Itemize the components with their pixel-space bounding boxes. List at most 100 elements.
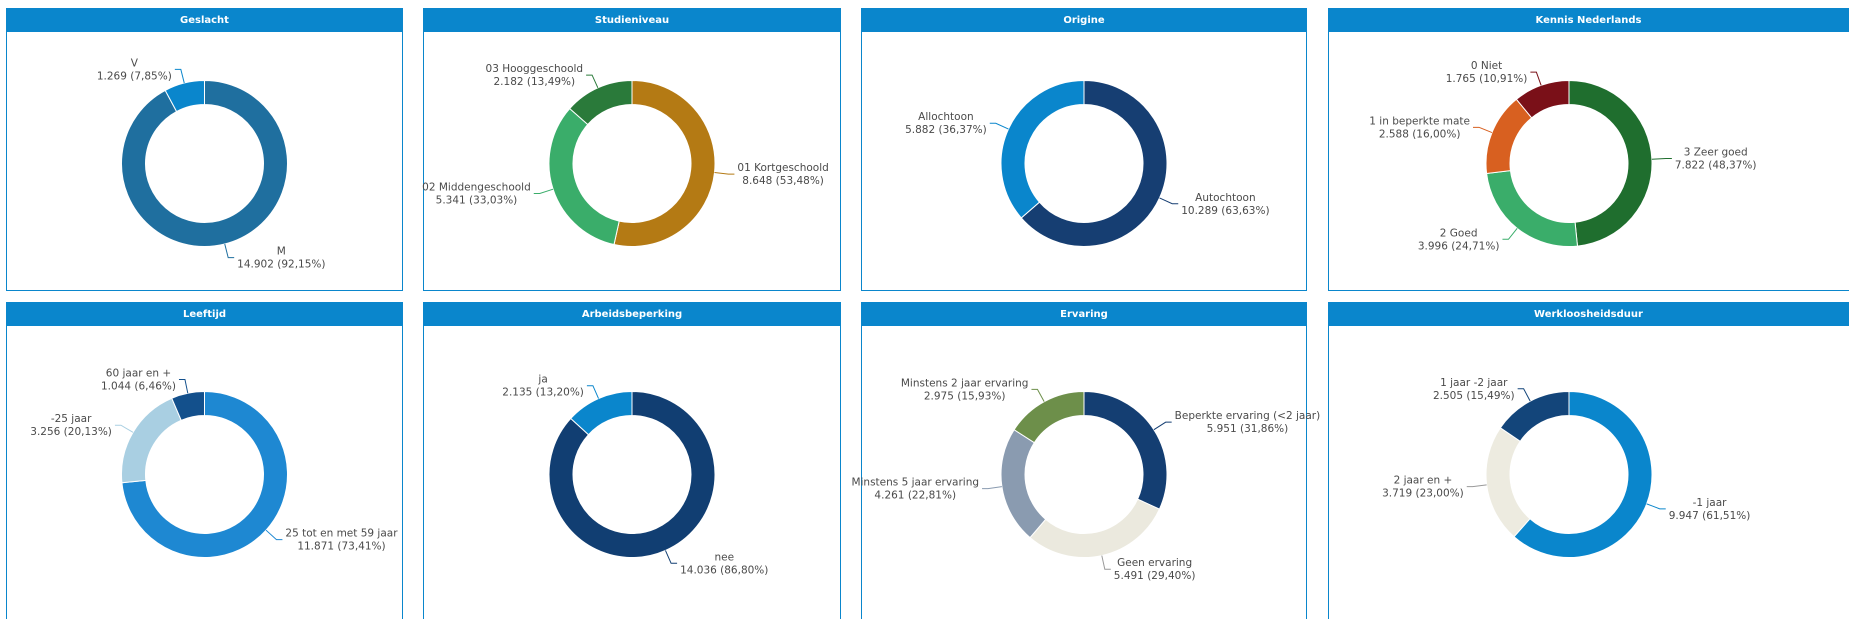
- slice-label: Allochtoon: [918, 111, 974, 123]
- slice-value-label: 9.947 (61,51%): [1669, 510, 1751, 522]
- slice-label: 03 Hooggeschoold: [486, 63, 584, 75]
- donut-slice: [121, 390, 288, 558]
- leader-line: [114, 424, 134, 433]
- donut-slice: [1515, 79, 1570, 119]
- slice-value-label: 2.975 (15,93%): [924, 390, 1006, 402]
- slice-label: nee: [714, 551, 734, 563]
- slice-label: 25 tot en met 59 jaar: [285, 528, 398, 540]
- panel-header: [6, 8, 403, 32]
- donut-slice: [1568, 79, 1653, 247]
- slice-label: M: [277, 246, 286, 258]
- panel: [1328, 302, 1849, 619]
- slice-value-label: 2.505 (15,49%): [1433, 390, 1515, 402]
- leader-line: [265, 529, 283, 541]
- leader-line: [714, 172, 735, 175]
- panel-header: [1328, 302, 1849, 326]
- slice-label: Minstens 2 jaar ervaring: [901, 377, 1029, 389]
- slice-value-label: 14.036 (86,80%): [680, 564, 768, 576]
- slice-value-label: 2.135 (13,20%): [502, 387, 584, 399]
- slice-label: 02 Middengeschoold: [422, 182, 531, 194]
- donut-slice: [1000, 79, 1085, 219]
- leader-line: [1466, 484, 1487, 488]
- panel-header: [423, 8, 841, 32]
- leader-line: [1502, 228, 1518, 240]
- panel-header: [423, 302, 841, 326]
- slice-label: 2 jaar en +: [1394, 475, 1453, 487]
- leader-line: [224, 243, 235, 259]
- panel-title: Kennis Nederlands: [1536, 15, 1642, 26]
- leader-line: [1153, 421, 1172, 431]
- slice-label: 60 jaar en +: [106, 367, 171, 379]
- donut-slice: [1499, 390, 1570, 443]
- panel-header: [861, 8, 1307, 32]
- panel-title: Geslacht: [180, 15, 229, 26]
- panel: [861, 8, 1307, 291]
- panel: [423, 8, 841, 291]
- leader-line: [664, 550, 678, 564]
- slice-label: 1 jaar -2 jaar: [1440, 377, 1508, 389]
- slice-value-label: 5.491 (29,40%): [1114, 570, 1196, 582]
- leader-line: [586, 74, 599, 89]
- panel-title: Origine: [1063, 15, 1105, 26]
- slice-label: Beperkte ervaring (<2 jaar): [1175, 410, 1321, 422]
- panel: [6, 8, 403, 291]
- leader-line: [1031, 388, 1045, 402]
- slice-label: -25 jaar: [51, 413, 92, 425]
- slice-label: 3 Zeer goed: [1684, 147, 1748, 159]
- slice-value-label: 5.951 (31,86%): [1207, 423, 1289, 435]
- panel-title: Werkloosheidsduur: [1534, 309, 1643, 320]
- donut-slice: [121, 79, 288, 247]
- panel: [423, 302, 841, 619]
- slice-value-label: 8.648 (53,48%): [742, 175, 824, 187]
- slice-value-label: 3.256 (20,13%): [30, 426, 112, 438]
- leader-line: [174, 68, 185, 84]
- panel-header: [1328, 8, 1849, 32]
- panel: [1328, 8, 1849, 291]
- slice-label: ja: [537, 374, 547, 386]
- slice-label: 01 Kortgeschoold: [737, 162, 828, 174]
- leader-line: [1159, 197, 1179, 205]
- leader-line: [1517, 388, 1531, 402]
- donut-slice: [171, 390, 205, 421]
- donut-slice: [569, 79, 633, 126]
- panel-title: Ervaring: [1060, 309, 1108, 320]
- slice-label: -1 jaar: [1693, 497, 1728, 509]
- panel: [6, 302, 403, 619]
- panel-header: [861, 302, 1307, 326]
- donut-slice: [548, 390, 716, 558]
- slice-value-label: 4.261 (22,81%): [874, 490, 956, 502]
- slice-value-label: 10.289 (63,63%): [1181, 205, 1269, 217]
- leader-line: [1651, 158, 1672, 160]
- donut-slice: [1513, 390, 1653, 558]
- donut-slice: [613, 79, 716, 247]
- leader-line: [533, 188, 554, 195]
- slice-value-label: 1.765 (10,91%): [1446, 73, 1528, 85]
- panel-header: [6, 302, 403, 326]
- slice-label: Minstens 5 jaar ervaring: [851, 477, 979, 489]
- donut-slice: [1020, 79, 1168, 247]
- slice-value-label: 11.871 (73,41%): [297, 541, 385, 553]
- slice-label: 1 in beperkte mate: [1369, 115, 1470, 127]
- slice-value-label: 1.044 (6,46%): [101, 380, 176, 392]
- leader-line: [982, 486, 1002, 490]
- slice-value-label: 7.822 (48,37%): [1675, 160, 1757, 172]
- slice-label: Geen ervaring: [1117, 557, 1192, 569]
- slice-value-label: 3.996 (24,71%): [1418, 240, 1500, 252]
- donut-slice: [1013, 390, 1085, 444]
- slice-value-label: 2.182 (13,49%): [494, 76, 576, 88]
- slice-label: 2 Goed: [1440, 227, 1478, 239]
- slice-value-label: 1.269 (7,85%): [97, 70, 172, 82]
- donut-slice: [570, 390, 633, 436]
- leader-line: [989, 122, 1009, 130]
- leader-line: [1101, 555, 1111, 570]
- slice-value-label: 14.902 (92,15%): [237, 259, 325, 271]
- panel-title: Arbeidsbeperking: [582, 309, 682, 320]
- slice-label: Autochtoon: [1195, 192, 1255, 204]
- panel: [861, 302, 1307, 619]
- slice-value-label: 5.882 (36,37%): [905, 124, 987, 136]
- slice-value-label: 2.588 (16,00%): [1379, 128, 1461, 140]
- leader-line: [1473, 126, 1493, 134]
- leader-line: [1646, 503, 1666, 510]
